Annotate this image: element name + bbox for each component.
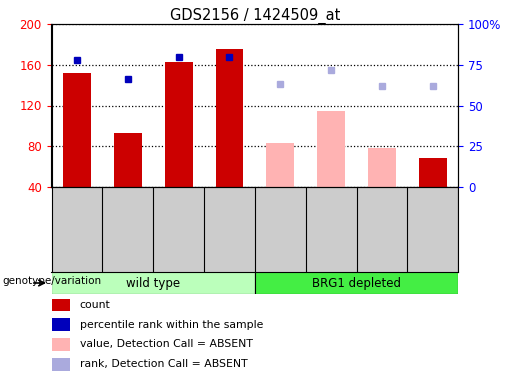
- Bar: [52, 298, 70, 311]
- Bar: [114, 133, 142, 187]
- Bar: [52, 318, 70, 331]
- Bar: [317, 111, 345, 187]
- Bar: [52, 272, 255, 294]
- Bar: [419, 159, 447, 187]
- Bar: [255, 272, 458, 294]
- Text: BRG1 depleted: BRG1 depleted: [312, 276, 401, 290]
- Text: count: count: [80, 300, 111, 310]
- Text: rank, Detection Call = ABSENT: rank, Detection Call = ABSENT: [80, 359, 247, 369]
- Bar: [63, 73, 91, 187]
- Text: wild type: wild type: [126, 276, 180, 290]
- Text: value, Detection Call = ABSENT: value, Detection Call = ABSENT: [80, 339, 253, 349]
- Title: GDS2156 / 1424509_at: GDS2156 / 1424509_at: [170, 8, 340, 24]
- Bar: [215, 50, 244, 187]
- Bar: [368, 148, 396, 187]
- Text: genotype/variation: genotype/variation: [3, 276, 101, 286]
- Bar: [165, 62, 193, 187]
- Bar: [52, 338, 70, 351]
- Text: percentile rank within the sample: percentile rank within the sample: [80, 319, 263, 329]
- Bar: [266, 143, 295, 187]
- Bar: [52, 358, 70, 371]
